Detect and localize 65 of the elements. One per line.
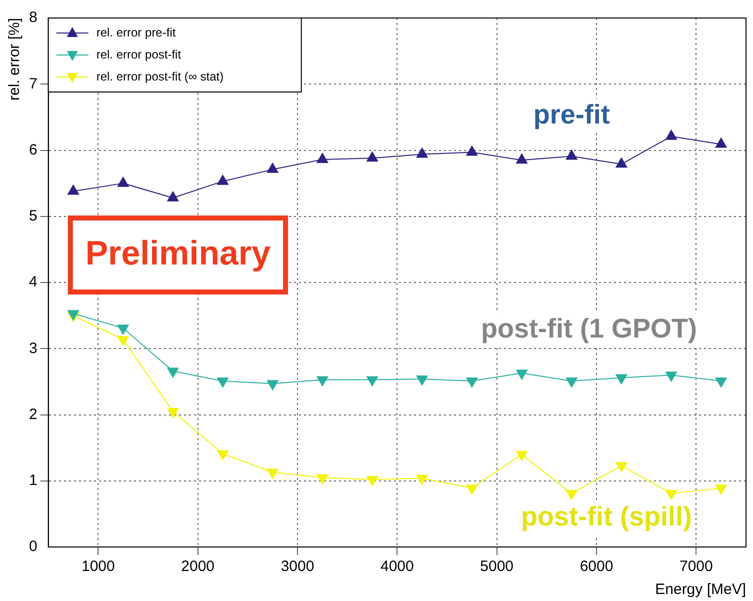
y-axis-title: rel. error [%] — [6, 18, 24, 101]
point — [68, 184, 79, 195]
point — [167, 368, 179, 378]
point — [316, 376, 328, 386]
point — [616, 374, 628, 384]
annotation: post-fit (spill) — [520, 501, 692, 532]
y-tick-label: 7 — [29, 75, 38, 92]
annotation: post-fit (1 GPOT) — [481, 314, 698, 344]
y-tick-label: 0 — [29, 538, 38, 556]
point — [616, 158, 628, 168]
x-tick-label: 1000 — [81, 558, 115, 576]
y-tick-label: 5 — [29, 208, 38, 225]
point — [516, 450, 528, 461]
x-tick-label: 7000 — [679, 558, 713, 576]
y-tick-label: 8 — [29, 9, 38, 26]
point — [715, 378, 727, 388]
x-tick-label: 6000 — [580, 558, 614, 576]
annotation: pre-fit — [533, 99, 610, 130]
point — [516, 154, 528, 164]
point — [416, 474, 428, 485]
point — [217, 174, 228, 185]
y-tick-label: 1 — [29, 472, 38, 490]
point — [466, 146, 478, 156]
point — [217, 378, 228, 388]
point — [666, 372, 677, 382]
point — [666, 130, 677, 140]
point — [117, 336, 129, 346]
point — [466, 484, 478, 495]
point — [217, 450, 228, 460]
point — [616, 462, 628, 472]
point — [316, 153, 328, 164]
x-tick-label: 2000 — [181, 558, 215, 576]
point — [416, 376, 428, 386]
point — [566, 150, 578, 160]
point — [366, 376, 378, 386]
point — [117, 176, 129, 187]
point — [266, 468, 278, 479]
point — [366, 476, 378, 486]
legend-label: rel. error post-fit — [96, 47, 182, 62]
point — [266, 162, 278, 173]
point — [167, 408, 179, 418]
point — [117, 324, 129, 335]
point — [316, 474, 328, 484]
point — [366, 152, 378, 162]
point — [466, 378, 478, 388]
legend-label: rel. error pre-fit — [96, 25, 176, 40]
point — [566, 490, 578, 500]
point — [715, 484, 727, 495]
y-tick-label: 3 — [29, 340, 38, 357]
legend-label: rel. error post-fit (∞ stat) — [96, 69, 224, 84]
y-tick-label: 4 — [29, 274, 38, 291]
annotation: Preliminary — [85, 234, 271, 272]
x-axis-title: Energy [MeV] — [655, 581, 746, 598]
x-tick-label: 5000 — [480, 558, 514, 576]
x-tick-label: 3000 — [280, 558, 314, 576]
point — [666, 490, 677, 500]
point — [416, 148, 428, 158]
point — [566, 378, 578, 388]
point — [516, 370, 528, 380]
x-tick-label: 4000 — [380, 558, 414, 576]
point — [167, 191, 179, 202]
point — [715, 138, 727, 148]
point — [266, 380, 278, 390]
y-tick-label: 2 — [29, 406, 38, 423]
y-tick-label: 6 — [29, 141, 38, 158]
